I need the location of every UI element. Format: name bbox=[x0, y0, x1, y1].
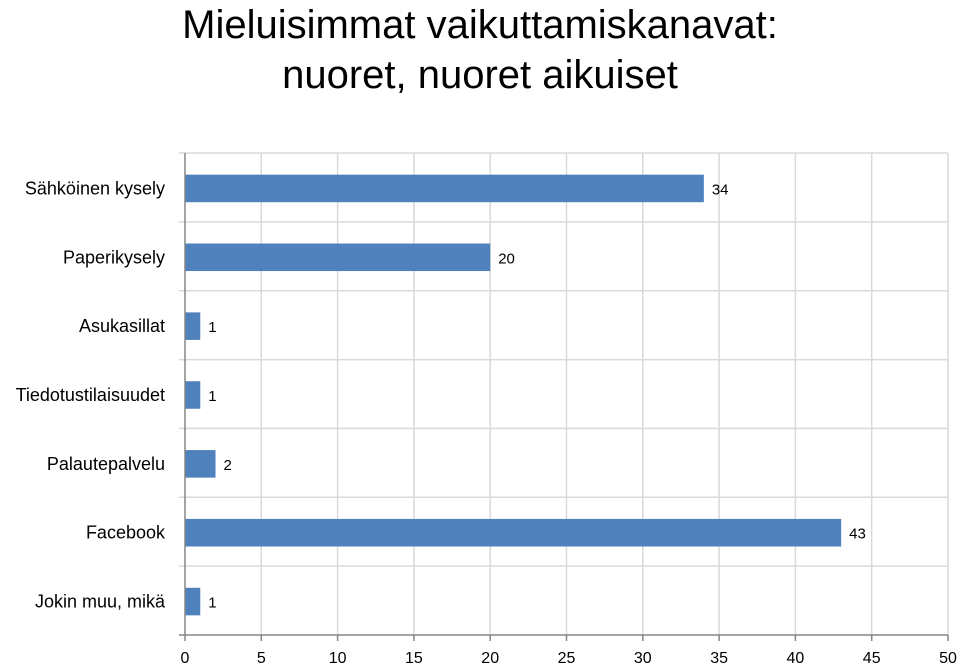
category-label-2: Asukasillat bbox=[79, 316, 165, 336]
bar-1 bbox=[185, 243, 491, 272]
x-tick-label-20: 20 bbox=[481, 650, 499, 665]
bars bbox=[185, 174, 842, 616]
x-tick-label-45: 45 bbox=[863, 650, 881, 665]
category-label-4: Palautepalvelu bbox=[47, 454, 165, 474]
x-tick-label-0: 0 bbox=[181, 650, 190, 665]
chart-title: Mieluisimmat vaikuttamiskanavat: nuoret,… bbox=[0, 0, 960, 100]
x-tick-label-15: 15 bbox=[405, 650, 423, 665]
data-label-6: 1 bbox=[208, 595, 216, 612]
bar-4 bbox=[185, 450, 216, 478]
chart-title-line-1: Mieluisimmat vaikuttamiskanavat: bbox=[182, 3, 778, 47]
category-label-5: Facebook bbox=[86, 523, 166, 543]
labels: 0 5 10 15 20 25 30 35 40 45 50 Sähköinen kysely 34 Pa… bbox=[16, 178, 957, 665]
data-label-4: 2 bbox=[224, 457, 232, 474]
grid bbox=[179, 152, 949, 635]
category-label-3: Tiedotustilaisuudet bbox=[16, 385, 165, 405]
x-tick-label-5: 5 bbox=[257, 650, 266, 665]
chart-title-line-2: nuoret, nuoret aikuiset bbox=[282, 53, 678, 97]
x-tick-label-50: 50 bbox=[939, 650, 957, 665]
bar-5 bbox=[185, 518, 842, 547]
data-label-1: 20 bbox=[498, 250, 515, 267]
axes bbox=[179, 153, 949, 641]
bar-3 bbox=[185, 381, 201, 409]
x-tick-label-35: 35 bbox=[710, 650, 728, 665]
category-label-6: Jokin muu, mikä bbox=[35, 592, 166, 612]
bar-2 bbox=[185, 312, 201, 340]
x-tick-label-25: 25 bbox=[558, 650, 576, 665]
data-label-3: 1 bbox=[208, 388, 216, 405]
x-tick-label-10: 10 bbox=[329, 650, 347, 665]
x-tick-label-30: 30 bbox=[634, 650, 652, 665]
bar-0 bbox=[185, 174, 704, 203]
data-label-2: 1 bbox=[208, 319, 216, 336]
data-label-0: 34 bbox=[712, 181, 729, 198]
x-tick-label-40: 40 bbox=[787, 650, 805, 665]
category-label-1: Paperikysely bbox=[63, 247, 165, 267]
category-label-0: Sähköinen kysely bbox=[25, 178, 165, 198]
data-label-5: 43 bbox=[849, 526, 866, 543]
bar-6 bbox=[185, 587, 201, 616]
